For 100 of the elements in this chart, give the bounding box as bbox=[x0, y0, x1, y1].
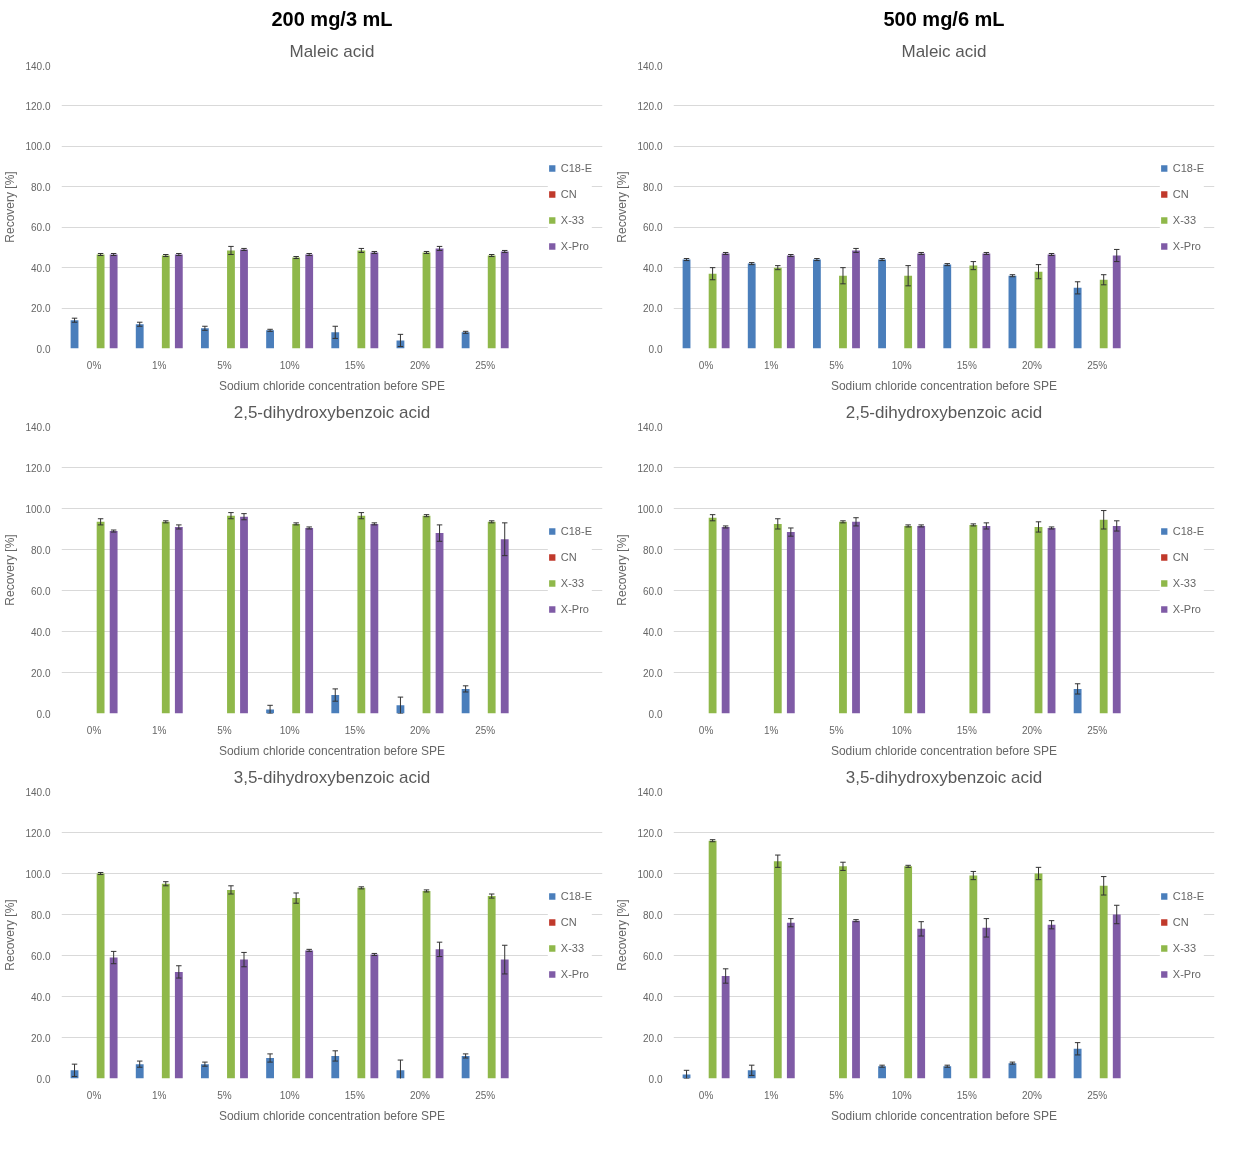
x-tick-label: 15% bbox=[956, 359, 977, 371]
y-tick-label: 40.0 bbox=[31, 626, 51, 638]
y-tick-label: 80.0 bbox=[31, 909, 51, 921]
bar bbox=[1099, 519, 1108, 714]
bar bbox=[1034, 873, 1043, 1079]
legend-label: X-Pro bbox=[1172, 602, 1201, 615]
bar bbox=[852, 920, 860, 1079]
legend-label: X-33 bbox=[560, 576, 585, 589]
x-tick-label: 10% bbox=[279, 359, 300, 371]
chart-title: 2,5-dihydroxybenzoic acid bbox=[845, 402, 1043, 422]
bar bbox=[969, 875, 978, 1079]
x-tick-label: 1% bbox=[764, 1089, 779, 1101]
y-tick-label: 80.0 bbox=[31, 544, 51, 556]
bar bbox=[786, 532, 795, 714]
y-axis-title: Recovery [%] bbox=[615, 171, 630, 243]
bar bbox=[331, 332, 340, 349]
x-axis-title: Sodium chloride concentration before SPE bbox=[218, 743, 446, 758]
bar bbox=[370, 252, 379, 349]
x-tick-label: 25% bbox=[1087, 724, 1108, 736]
legend-label: X-33 bbox=[560, 213, 585, 226]
bar bbox=[435, 949, 444, 1079]
chart-title: 3,5-dihydroxybenzoic acid bbox=[845, 767, 1043, 787]
bar bbox=[422, 515, 431, 714]
bar bbox=[240, 959, 248, 1079]
bar bbox=[422, 890, 431, 1079]
legend-label: CN bbox=[1172, 915, 1190, 928]
legend-label: C18-E bbox=[1172, 161, 1204, 174]
x-tick-label: 1% bbox=[152, 724, 167, 736]
x-tick-label: 15% bbox=[956, 1089, 977, 1101]
bar bbox=[161, 883, 170, 1079]
bar bbox=[1073, 688, 1082, 714]
bar bbox=[839, 521, 847, 714]
bar bbox=[682, 259, 691, 349]
x-tick-label: 15% bbox=[344, 359, 365, 371]
legend-label: CN bbox=[1172, 550, 1190, 563]
bar bbox=[500, 959, 509, 1079]
chart-subtitle: 500 mg/6 mL bbox=[883, 7, 1005, 30]
x-tick-label: 1% bbox=[764, 359, 779, 371]
bar bbox=[96, 873, 105, 1079]
legend-label: X-33 bbox=[1172, 576, 1197, 589]
bar bbox=[500, 251, 509, 349]
bar bbox=[227, 889, 235, 1079]
y-tick-label: 40.0 bbox=[643, 626, 663, 638]
legend-label: X-33 bbox=[1172, 213, 1197, 226]
bar bbox=[370, 954, 379, 1079]
bar bbox=[331, 695, 340, 714]
bar bbox=[240, 516, 248, 714]
bar bbox=[904, 275, 913, 349]
y-tick-label: 100.0 bbox=[637, 868, 663, 880]
legend-label: X-Pro bbox=[560, 239, 589, 252]
legend-label: X-33 bbox=[560, 941, 585, 954]
bar bbox=[917, 253, 926, 349]
legend-label: X-33 bbox=[1172, 941, 1197, 954]
bar bbox=[1112, 255, 1121, 349]
legend-label: CN bbox=[560, 550, 578, 563]
y-tick-label: 40.0 bbox=[643, 262, 663, 274]
bar bbox=[878, 259, 886, 349]
bar bbox=[461, 332, 470, 349]
legend-label: C18-E bbox=[560, 889, 592, 902]
y-tick-label: 100.0 bbox=[25, 503, 51, 515]
y-tick-label: 100.0 bbox=[637, 503, 663, 515]
x-tick-label: 25% bbox=[475, 724, 496, 736]
x-tick-label: 0% bbox=[698, 359, 714, 371]
bar bbox=[305, 254, 314, 349]
legend-label: CN bbox=[560, 915, 578, 928]
y-tick-label: 80.0 bbox=[31, 181, 51, 193]
bar bbox=[331, 1055, 340, 1079]
y-tick-label: 40.0 bbox=[31, 262, 51, 274]
legend-label: CN bbox=[1172, 187, 1190, 200]
y-tick-label: 60.0 bbox=[31, 585, 51, 597]
chart-subtitle: 200 mg/3 mL bbox=[271, 7, 393, 30]
bar bbox=[917, 928, 926, 1079]
bar bbox=[839, 275, 847, 349]
y-tick-label: 120.0 bbox=[25, 100, 51, 112]
bar bbox=[904, 525, 913, 714]
bar bbox=[708, 840, 717, 1079]
bar bbox=[943, 264, 952, 349]
bar bbox=[773, 861, 782, 1079]
legend-label: CN bbox=[560, 187, 578, 200]
y-tick-label: 20.0 bbox=[643, 667, 663, 679]
y-tick-label: 120.0 bbox=[637, 827, 663, 839]
bar bbox=[109, 254, 118, 349]
y-tick-label: 140.0 bbox=[637, 60, 663, 72]
bar bbox=[721, 976, 730, 1079]
x-tick-label: 10% bbox=[279, 724, 300, 736]
bar bbox=[461, 1055, 470, 1079]
bar bbox=[200, 328, 209, 349]
legend-label: C18-E bbox=[1172, 524, 1204, 537]
y-tick-label: 140.0 bbox=[637, 786, 663, 798]
y-tick-label: 60.0 bbox=[31, 222, 51, 234]
y-tick-label: 60.0 bbox=[643, 222, 663, 234]
legend-label: C18-E bbox=[560, 524, 592, 537]
bar bbox=[487, 255, 496, 349]
y-tick-label: 140.0 bbox=[25, 786, 51, 798]
y-tick-label: 40.0 bbox=[31, 991, 51, 1003]
bar bbox=[982, 927, 991, 1079]
x-tick-label: 10% bbox=[891, 1089, 912, 1101]
bar bbox=[982, 525, 991, 714]
y-tick-label: 80.0 bbox=[643, 181, 663, 193]
x-tick-label: 20% bbox=[409, 359, 431, 371]
